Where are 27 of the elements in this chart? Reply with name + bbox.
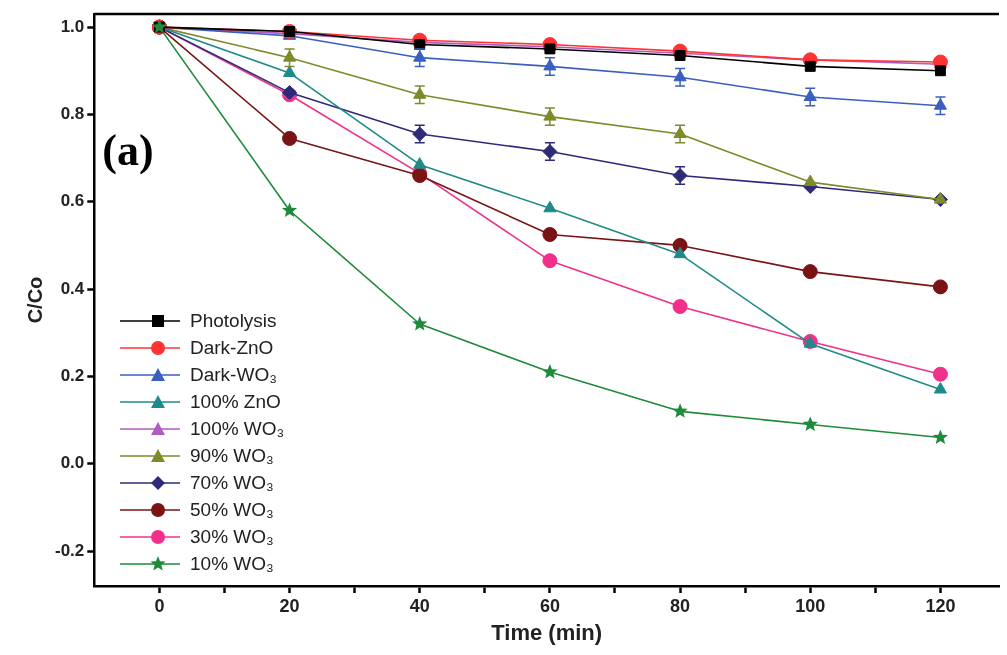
x-tick-label: 60 xyxy=(539,595,560,616)
y-tick-label: 1.0 xyxy=(60,16,85,36)
legend-label: Photolysis xyxy=(190,309,277,332)
y-axis-title: C/Co xyxy=(23,276,46,324)
y-tick-label: 0.8 xyxy=(60,104,85,124)
legend-label: 30% WO₃ xyxy=(190,525,274,548)
x-tick-label: 120 xyxy=(925,595,956,616)
x-axis-title: Time (min) xyxy=(491,619,603,645)
x-tick-label: 40 xyxy=(409,595,430,616)
legend-label: Dark-WO₃ xyxy=(190,363,277,386)
y-tick-label: -0.2 xyxy=(55,540,85,560)
x-tick-label: 100 xyxy=(795,595,826,616)
legend-label: 70% WO₃ xyxy=(190,471,274,494)
legend-label: 100% ZnO xyxy=(190,390,281,413)
y-tick-label: 0.6 xyxy=(60,191,85,211)
legend-label: 100% WO₃ xyxy=(190,417,285,440)
legend-label: 10% WO₃ xyxy=(190,552,274,575)
y-tick-label: 0.0 xyxy=(60,453,85,473)
legend-label: 50% WO₃ xyxy=(190,498,274,521)
y-tick-label: 0.4 xyxy=(60,278,85,298)
legend-label: 90% WO₃ xyxy=(190,444,274,467)
x-tick-label: 80 xyxy=(670,595,691,616)
x-tick-label: 20 xyxy=(279,595,300,616)
annotation: (a) xyxy=(102,126,154,176)
legend-label: Dark-ZnO xyxy=(190,336,274,359)
y-tick-label: 0.2 xyxy=(60,366,85,386)
x-tick-label: 0 xyxy=(154,595,165,616)
